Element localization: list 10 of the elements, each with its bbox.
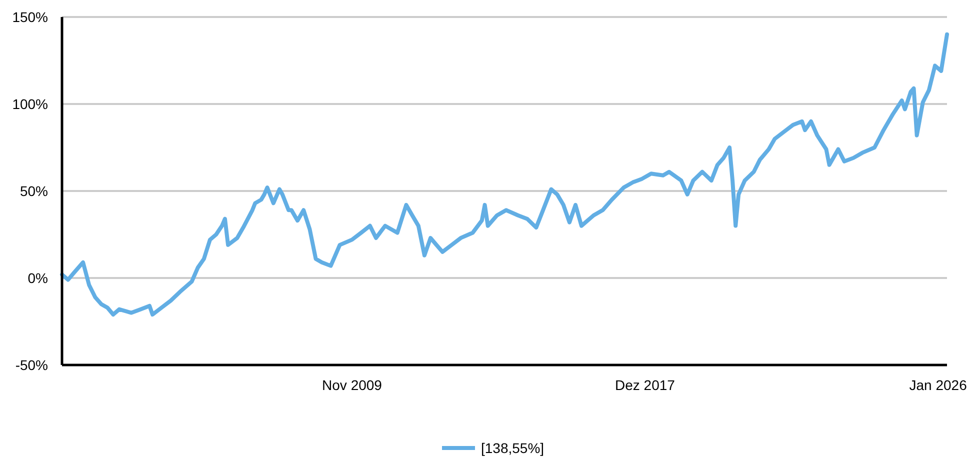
y-tick-label: 50% bbox=[20, 182, 48, 199]
x-tick-label: Nov 2009 bbox=[322, 377, 382, 393]
x-tick-label: Jan 2026 bbox=[909, 377, 968, 393]
legend-label: [138,55%] bbox=[481, 440, 544, 456]
y-tick-label: 150% bbox=[12, 8, 48, 25]
y-tick-label: -50% bbox=[15, 356, 48, 373]
x-tick-label: Dez 2017 bbox=[615, 377, 676, 393]
line-series bbox=[60, 32, 949, 317]
y-tick-label: 0% bbox=[28, 270, 48, 286]
y-tick-label: 100% bbox=[12, 96, 48, 112]
